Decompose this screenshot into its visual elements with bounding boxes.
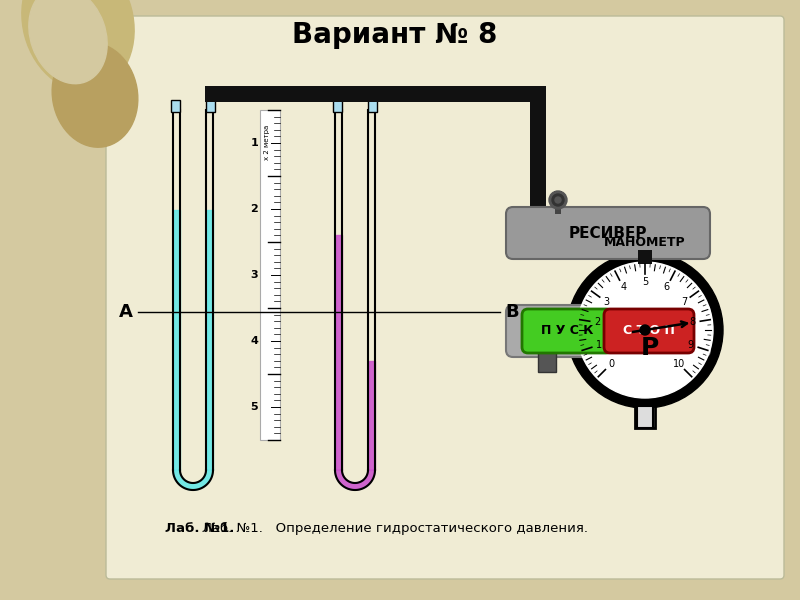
Text: Лаб. №1.: Лаб. №1. [166,521,234,535]
Text: С Т О П: С Т О П [623,325,675,337]
FancyBboxPatch shape [506,207,710,259]
Ellipse shape [52,43,138,147]
Circle shape [640,325,650,335]
Bar [530,86,546,240]
Text: 1: 1 [596,340,602,350]
Circle shape [577,262,713,398]
Bar [638,209,652,428]
Text: В: В [505,303,518,321]
Bar [555,206,561,214]
Text: 2: 2 [250,204,258,214]
Text: 7: 7 [681,297,687,307]
Bar [206,100,215,112]
Circle shape [555,197,561,203]
Circle shape [567,252,723,408]
FancyBboxPatch shape [604,309,694,353]
Text: НАСОС: НАСОС [578,323,638,338]
Polygon shape [335,470,375,490]
Text: Лаб. №1.   Определение гидростатического давления.: Лаб. №1. Определение гидростатического д… [202,521,588,535]
Text: 6: 6 [664,282,670,292]
Text: 3: 3 [603,297,610,307]
Bar [333,100,342,112]
Bar [367,86,545,102]
Text: 0: 0 [608,359,614,369]
Bar [635,406,655,428]
Text: x 2 метра: x 2 метра [264,125,270,160]
Text: РЕСИВЕР: РЕСИВЕР [569,226,647,241]
Text: 4: 4 [250,336,258,346]
Circle shape [552,194,564,206]
Bar [554,191,562,240]
Text: 3: 3 [250,270,258,280]
Text: 2: 2 [594,317,601,328]
Bar [538,348,556,372]
Text: 5: 5 [250,402,258,412]
Text: 9: 9 [687,340,694,350]
Bar [206,86,504,102]
Text: Р: Р [641,336,659,360]
FancyBboxPatch shape [106,16,784,579]
Text: 4: 4 [620,282,626,292]
Text: П У С К: П У С К [541,325,593,337]
Bar [171,100,180,112]
Bar [368,100,377,112]
FancyBboxPatch shape [522,309,612,353]
Text: А: А [119,303,133,321]
Text: 1: 1 [250,138,258,148]
Polygon shape [173,470,213,490]
Bar [668,348,686,372]
Bar [260,110,280,440]
Ellipse shape [22,0,134,91]
Circle shape [549,191,567,209]
FancyBboxPatch shape [506,305,710,357]
Bar [205,86,343,102]
Ellipse shape [29,0,107,84]
Text: 10: 10 [673,359,685,369]
Text: 5: 5 [642,277,648,287]
Bar [638,250,652,264]
Text: 8: 8 [690,317,695,328]
Bar [637,406,653,428]
Text: МАНОМЕТР: МАНОМЕТР [604,235,686,248]
Text: Вариант № 8: Вариант № 8 [292,21,498,49]
